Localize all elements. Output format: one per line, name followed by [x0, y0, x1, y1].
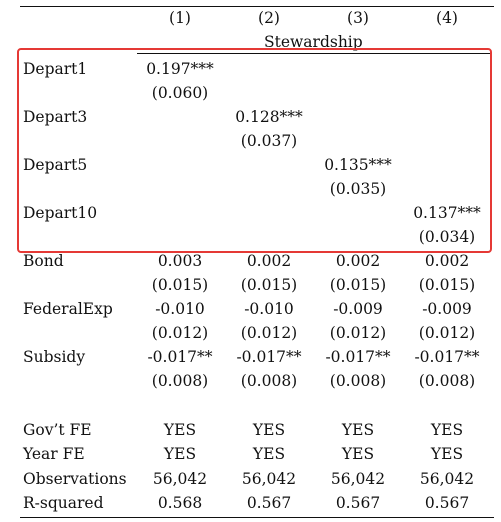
- footer-label-observations: Observations: [23, 470, 127, 488]
- coef-federalexp-col4: -0.009: [422, 300, 472, 318]
- highlight-box: [17, 48, 492, 253]
- coef-subsidy-col1: -0.017**: [147, 348, 213, 366]
- se-federalexp-col1: (0.012): [151, 324, 209, 342]
- se-subsidy-col3: (0.008): [329, 372, 387, 390]
- footer-label-govt-fe: Gov’t FE: [23, 421, 92, 439]
- footer-govt-fe-col2: YES: [252, 421, 286, 439]
- header-underline: [137, 53, 491, 54]
- se-subsidy-col2: (0.008): [240, 372, 298, 390]
- footer-r-squared-col1: 0.568: [157, 494, 203, 512]
- footer-observations-col2: 56,042: [241, 470, 297, 488]
- row-label-bond: Bond: [23, 252, 64, 270]
- row-label-depart5: Depart5: [23, 156, 88, 174]
- footer-label-year-fe: Year FE: [23, 445, 85, 463]
- footer-year-fe-col1: YES: [163, 445, 197, 463]
- coef-bond-col4: 0.002: [424, 252, 470, 270]
- footer-r-squared-col4: 0.567: [424, 494, 470, 512]
- footer-observations-col1: 56,042: [152, 470, 208, 488]
- coef-subsidy-col4: -0.017**: [414, 348, 480, 366]
- column-header-3: (3): [347, 9, 369, 27]
- coef-depart5-col3: 0.135***: [324, 156, 392, 174]
- coef-bond-col2: 0.002: [246, 252, 292, 270]
- row-label-federalexp: FederalExp: [23, 300, 113, 318]
- top-rule: [20, 6, 494, 7]
- bottom-rule: [20, 517, 494, 518]
- row-label-depart3: Depart3: [23, 108, 88, 126]
- se-depart10-col4: (0.034): [418, 228, 476, 246]
- footer-govt-fe-col1: YES: [163, 421, 197, 439]
- footer-observations-col4: 56,042: [419, 470, 475, 488]
- footer-govt-fe-col4: YES: [430, 421, 464, 439]
- column-header-2: (2): [258, 9, 280, 27]
- footer-label-r-squared: R-squared: [23, 494, 104, 512]
- se-depart3-col2: (0.037): [240, 132, 298, 150]
- se-federalexp-col4: (0.012): [418, 324, 476, 342]
- footer-year-fe-col2: YES: [252, 445, 286, 463]
- footer-observations-col3: 56,042: [330, 470, 386, 488]
- footer-year-fe-col3: YES: [341, 445, 375, 463]
- se-bond-col3: (0.015): [329, 276, 387, 294]
- column-header-1: (1): [169, 9, 191, 27]
- coef-subsidy-col3: -0.017**: [325, 348, 391, 366]
- footer-year-fe-col4: YES: [430, 445, 464, 463]
- se-depart5-col3: (0.035): [329, 180, 387, 198]
- column-header-4: (4): [436, 9, 458, 27]
- row-label-depart10: Depart10: [23, 204, 98, 222]
- se-subsidy-col1: (0.008): [151, 372, 209, 390]
- footer-r-squared-col2: 0.567: [246, 494, 292, 512]
- se-bond-col2: (0.015): [240, 276, 298, 294]
- se-federalexp-col2: (0.012): [240, 324, 298, 342]
- se-subsidy-col4: (0.008): [418, 372, 476, 390]
- coef-depart3-col2: 0.128***: [235, 108, 303, 126]
- row-label-subsidy: Subsidy: [23, 348, 86, 366]
- coef-subsidy-col2: -0.017**: [236, 348, 302, 366]
- coef-federalexp-col1: -0.010: [155, 300, 205, 318]
- row-label-depart1: Depart1: [23, 60, 88, 78]
- se-bond-col1: (0.015): [151, 276, 209, 294]
- coef-depart1-col1: 0.197***: [146, 60, 214, 78]
- se-federalexp-col3: (0.012): [329, 324, 387, 342]
- se-depart1-col1: (0.060): [151, 84, 209, 102]
- footer-r-squared-col3: 0.567: [335, 494, 381, 512]
- dependent-variable-label: Stewardship: [264, 33, 363, 51]
- coef-bond-col1: 0.003: [157, 252, 203, 270]
- footer-govt-fe-col3: YES: [341, 421, 375, 439]
- coef-bond-col3: 0.002: [335, 252, 381, 270]
- se-bond-col4: (0.015): [418, 276, 476, 294]
- coef-depart10-col4: 0.137***: [413, 204, 481, 222]
- coef-federalexp-col3: -0.009: [333, 300, 383, 318]
- coef-federalexp-col2: -0.010: [244, 300, 294, 318]
